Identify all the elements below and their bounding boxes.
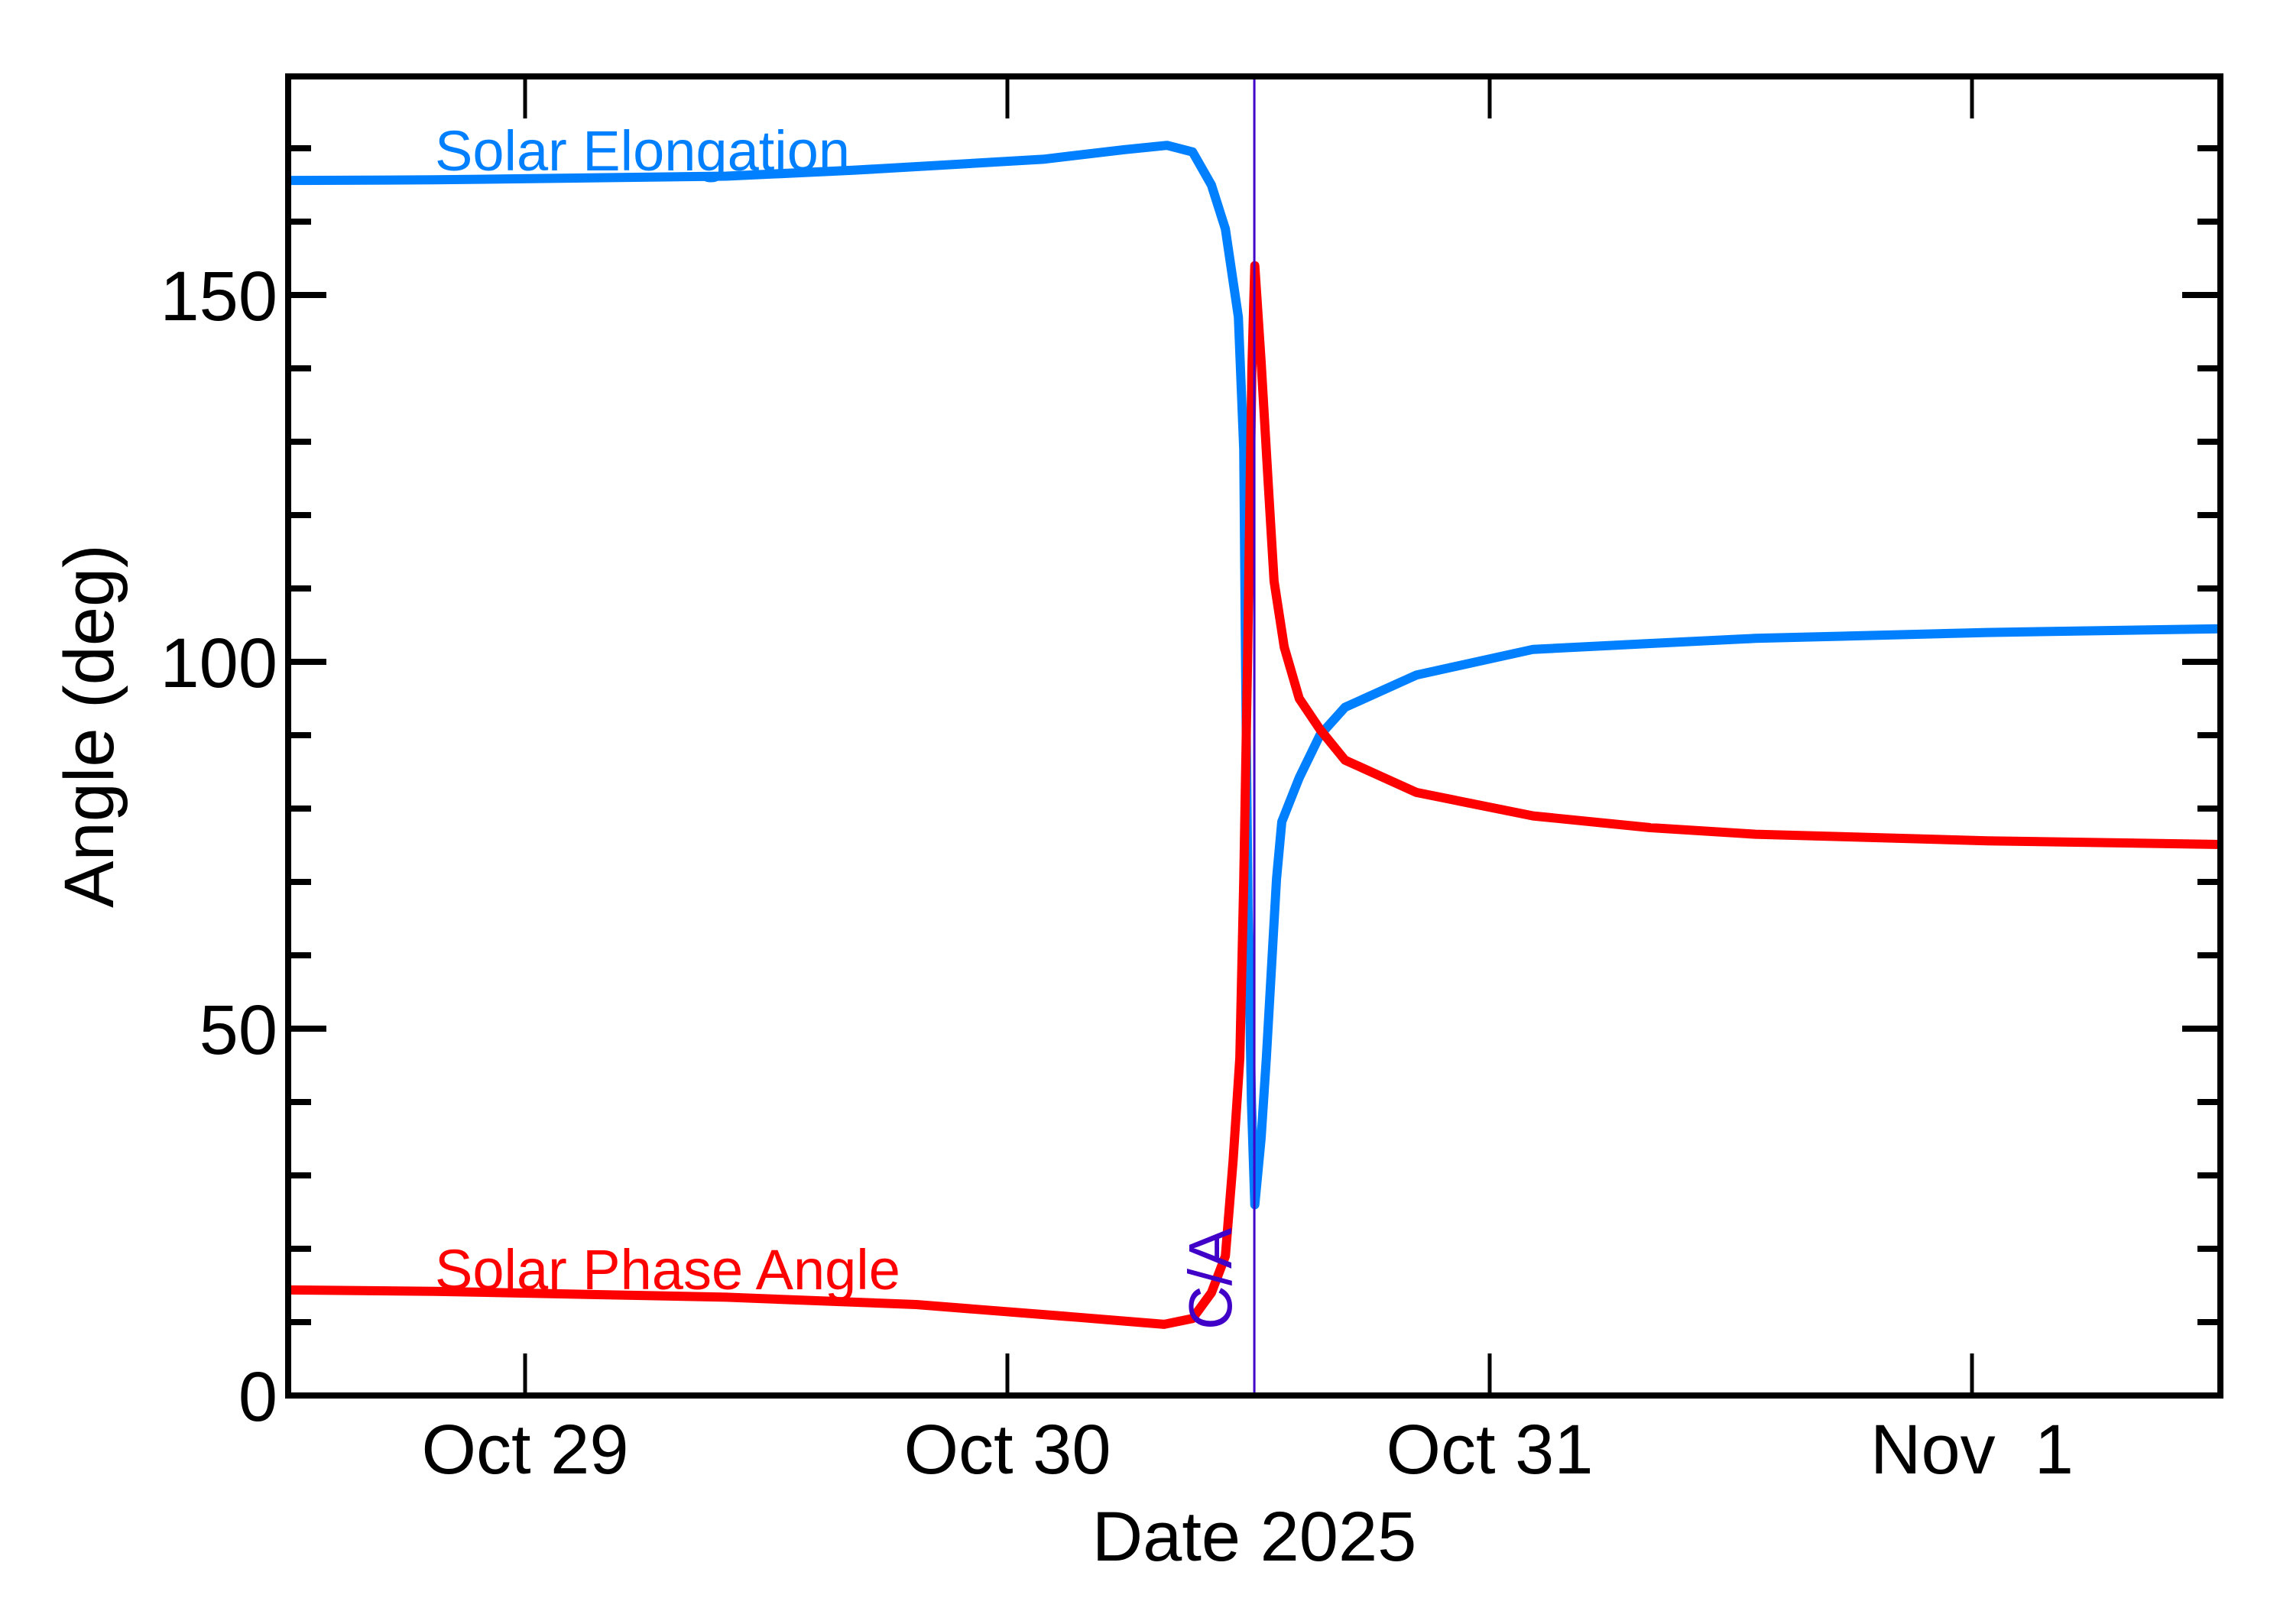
axis-labels: 0 50 100 150 Oct 29 Oct 30 Oct 31 Nov 1	[161, 258, 2074, 1489]
x-tick-label: Oct 29	[421, 1411, 628, 1489]
series-label-solar-elongation: Solar Elongation	[435, 119, 850, 183]
y-tick-label: 50	[199, 991, 277, 1069]
x-tick-label: Oct 31	[1386, 1411, 1593, 1489]
axis-ticks	[288, 76, 2220, 1399]
series-line-solar-elongation	[288, 141, 2220, 1210]
series-label-solar-phase-angle: Solar Phase Angle	[435, 1238, 900, 1301]
y-axis-title: Angle (deg)	[50, 544, 128, 908]
ca-label: C/A	[1176, 1227, 1244, 1330]
y-tick-label: 150	[161, 258, 278, 335]
x-tick-label: Oct 30	[903, 1411, 1111, 1489]
plot-frame	[285, 73, 2223, 1399]
y-tick-label: 100	[161, 624, 278, 702]
x-axis-title: Date 2025	[1092, 1498, 1417, 1576]
y-tick-label: 0	[238, 1358, 277, 1436]
series-lines: Solar Elongation Solar Phase Angle	[288, 119, 2220, 1329]
x-tick-label: Nov 1	[1870, 1411, 2074, 1489]
closest-approach-marker: C/A	[1176, 76, 1256, 1395]
